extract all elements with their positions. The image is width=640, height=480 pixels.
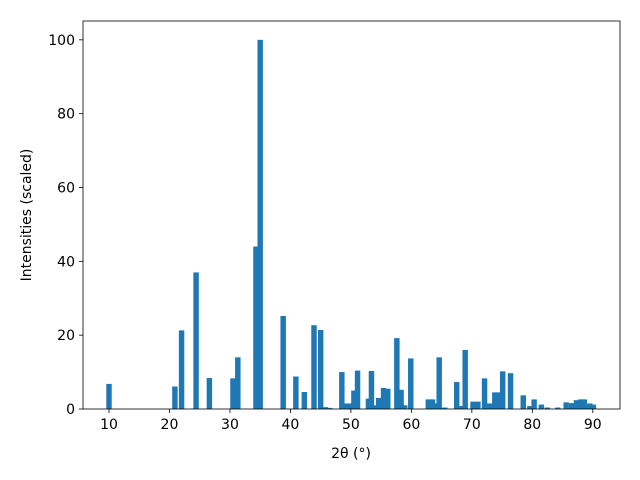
- bar: [425, 399, 432, 409]
- bar: [573, 400, 580, 409]
- bar: [484, 403, 490, 409]
- bar: [322, 407, 329, 409]
- bar: [380, 387, 387, 409]
- x-tick-label: 70: [463, 417, 481, 433]
- bar: [538, 404, 545, 409]
- bar: [398, 389, 404, 409]
- x-tick-label: 30: [221, 417, 239, 433]
- x-tick-label: 20: [161, 417, 179, 433]
- bar: [507, 373, 514, 409]
- x-tick-label: 10: [100, 417, 118, 433]
- bar: [454, 382, 460, 409]
- bar: [293, 376, 299, 409]
- bar: [394, 338, 400, 409]
- bar: [339, 372, 345, 409]
- bar: [365, 398, 372, 409]
- bar: [280, 315, 286, 409]
- y-tick-label: 20: [57, 328, 75, 344]
- bar: [408, 358, 414, 409]
- bar: [590, 404, 597, 409]
- bar: [459, 406, 465, 409]
- y-tick-label: 60: [57, 180, 75, 196]
- bar: [492, 392, 498, 409]
- bar: [462, 349, 468, 409]
- bar: [531, 399, 537, 409]
- x-axis-label: 2θ (°): [331, 446, 371, 462]
- y-tick-label: 100: [48, 33, 75, 49]
- bar: [235, 357, 241, 409]
- bar: [489, 403, 495, 409]
- bar: [544, 407, 551, 409]
- bar: [577, 399, 584, 409]
- x-tick-label: 80: [523, 417, 541, 433]
- bar: [475, 401, 481, 409]
- y-tick-label: 40: [57, 254, 75, 270]
- bar: [401, 405, 408, 409]
- bar: [527, 406, 533, 409]
- bar: [470, 401, 476, 409]
- x-tick-label: 50: [342, 417, 360, 433]
- bar: [568, 403, 575, 409]
- bar: [327, 407, 333, 409]
- bar: [499, 371, 506, 409]
- bar: [441, 407, 448, 409]
- bar: [581, 399, 588, 409]
- bar: [520, 395, 526, 409]
- bar: [481, 378, 488, 409]
- bar: [554, 407, 561, 409]
- plot-frame: [82, 20, 621, 410]
- bar: [354, 370, 361, 409]
- bar: [257, 39, 263, 409]
- bar: [433, 403, 439, 409]
- bar: [172, 386, 178, 409]
- bar: [372, 405, 379, 409]
- bar: [301, 392, 308, 409]
- bar: [351, 390, 357, 409]
- y-tick-label: 0: [66, 402, 75, 418]
- bar: [563, 402, 569, 409]
- y-tick-label: 80: [57, 107, 75, 123]
- x-tick-label: 90: [584, 417, 602, 433]
- bar: [587, 403, 593, 409]
- bar: [436, 357, 442, 409]
- bar: [193, 272, 199, 409]
- bar: [230, 378, 236, 409]
- bar: [317, 329, 324, 409]
- bar: [368, 370, 375, 409]
- bar: [429, 399, 436, 409]
- bar: [375, 397, 382, 409]
- bar: [178, 330, 185, 409]
- bar: [343, 403, 350, 409]
- bar: [311, 325, 317, 409]
- bar: [206, 377, 213, 409]
- y-axis-label: Intensities (scaled): [19, 149, 35, 282]
- bar: [253, 246, 259, 409]
- bar: [106, 383, 112, 409]
- x-tick-label: 60: [402, 417, 420, 433]
- x-tick-label: 40: [282, 417, 300, 433]
- bar: [496, 392, 502, 409]
- bar: [385, 388, 391, 409]
